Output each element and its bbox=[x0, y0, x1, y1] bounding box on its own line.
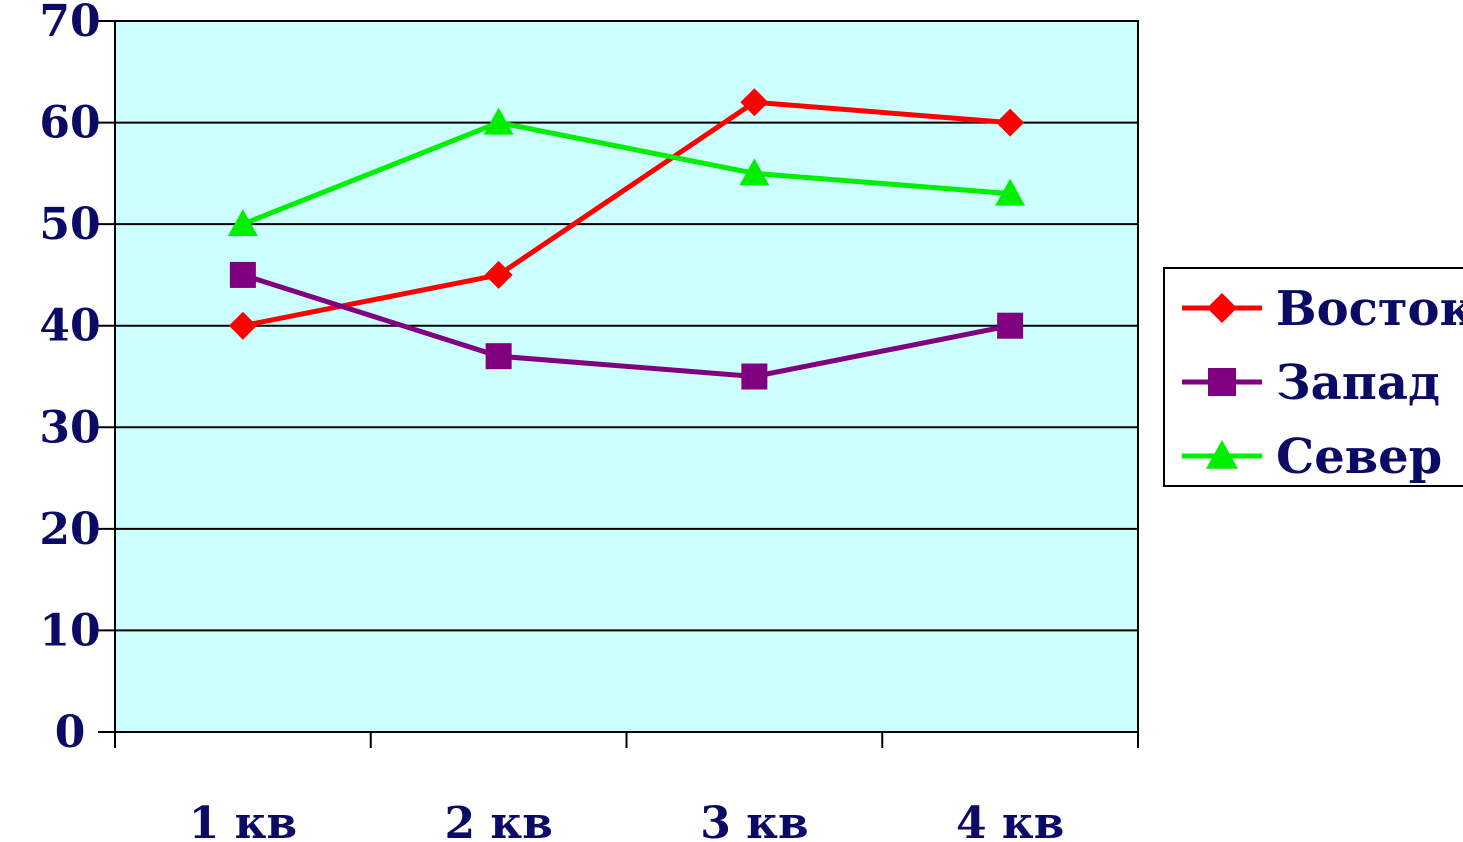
data-point-square bbox=[229, 261, 256, 288]
data-point-diamond bbox=[228, 311, 257, 340]
gridlines bbox=[115, 20, 1138, 632]
y-tick-label: 50 bbox=[39, 199, 100, 250]
series-line bbox=[241, 120, 1011, 227]
x-tick-label: 3 кв bbox=[700, 798, 808, 842]
legend-label: Север bbox=[1276, 429, 1442, 485]
data-point-triangle bbox=[1206, 440, 1238, 469]
plot-area bbox=[114, 20, 1139, 733]
legend-item: Север bbox=[1182, 429, 1442, 485]
series-line bbox=[242, 99, 1011, 329]
legend: Восток Запад Север bbox=[1163, 267, 1463, 487]
y-tick-label: 10 bbox=[39, 605, 100, 656]
data-point-square bbox=[1208, 368, 1236, 396]
data-point-triangle bbox=[483, 107, 514, 135]
data-point-square bbox=[485, 343, 512, 370]
data-point-square bbox=[997, 312, 1024, 339]
data-point-triangle bbox=[739, 158, 770, 186]
legend-label: Восток bbox=[1276, 281, 1463, 337]
data-point-diamond bbox=[1207, 293, 1237, 323]
x-tick-label: 1 кв bbox=[189, 798, 297, 842]
data-point-triangle bbox=[995, 178, 1026, 206]
y-tick-label: 60 bbox=[39, 98, 100, 149]
x-tick-label: 2 кв bbox=[444, 798, 552, 842]
series-line bbox=[242, 272, 1011, 379]
series-1 bbox=[229, 261, 1024, 390]
y-axis: 0 10 20 30 40 50 60 70 bbox=[39, 0, 116, 758]
data-point-diamond bbox=[740, 88, 769, 117]
series-0 bbox=[228, 88, 1025, 340]
y-tick-label: 0 bbox=[55, 707, 86, 758]
y-tick-label: 30 bbox=[39, 402, 100, 453]
y-tick-label: 70 bbox=[39, 0, 100, 47]
data-point-diamond bbox=[484, 260, 513, 289]
legend-item: Запад bbox=[1182, 355, 1440, 411]
series-2 bbox=[227, 107, 1026, 237]
y-tick-label: 20 bbox=[39, 504, 100, 555]
data-point-triangle bbox=[227, 209, 258, 237]
x-axis: 1 кв 2 кв 3 кв 4 кв bbox=[114, 731, 1139, 842]
x-tick-label: 4 кв bbox=[956, 798, 1064, 842]
data-point-diamond bbox=[996, 108, 1025, 137]
series-layer bbox=[227, 88, 1026, 390]
legend-item: Восток bbox=[1182, 281, 1463, 337]
data-point-square bbox=[741, 363, 768, 390]
y-tick-label: 40 bbox=[39, 301, 100, 352]
legend-label: Запад bbox=[1276, 355, 1440, 411]
